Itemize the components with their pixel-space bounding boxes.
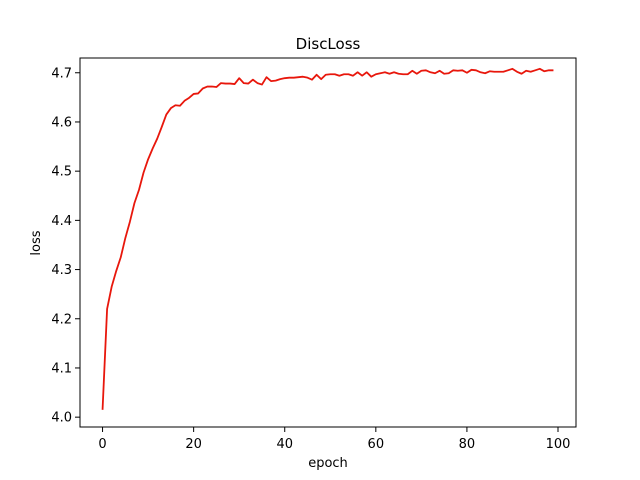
plot-area [101, 67, 554, 410]
x-tick-label: 80 [459, 437, 476, 452]
y-tick-label: 4.7 [51, 66, 72, 81]
y-tick-label: 4.4 [51, 214, 72, 229]
y-tick-label: 4.6 [51, 115, 72, 130]
x-tick-label: 40 [276, 437, 293, 452]
x-tick-label: 20 [185, 437, 202, 452]
y-axis: 4.0 4.1 4.2 4.3 4.4 4.5 4.6 4.7 [51, 66, 80, 426]
y-tick-label: 4.0 [51, 411, 72, 426]
loss-series-line [101, 67, 554, 410]
y-tick-label: 4.5 [51, 165, 72, 180]
y-axis-label: loss [29, 230, 44, 255]
x-tick-label: 0 [98, 437, 106, 452]
chart-title: DiscLoss [296, 35, 361, 53]
y-tick-label: 4.1 [51, 361, 72, 376]
x-tick-label: 60 [368, 437, 385, 452]
y-tick-label: 4.3 [51, 263, 72, 278]
x-axis-label: epoch [308, 456, 348, 471]
axes-frame [79, 57, 577, 428]
x-tick-label: 100 [546, 437, 571, 452]
x-axis: 0 20 40 60 80 100 [98, 427, 570, 452]
y-tick-label: 4.2 [51, 312, 72, 327]
